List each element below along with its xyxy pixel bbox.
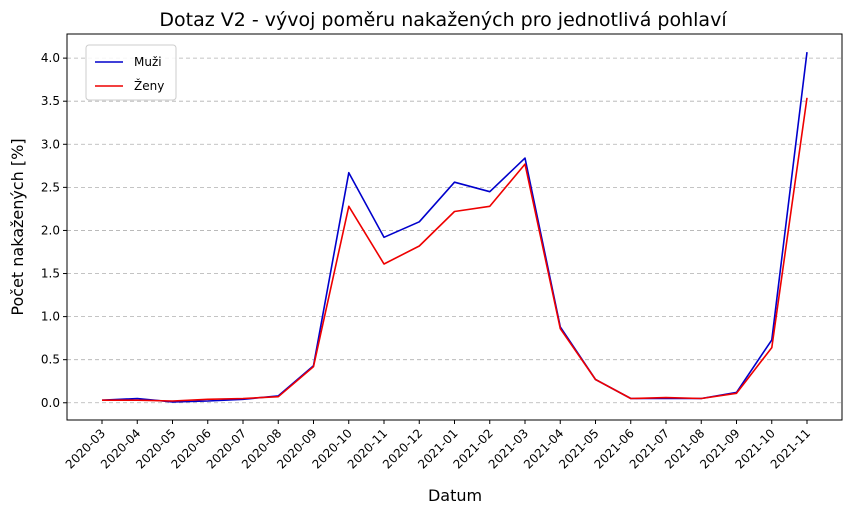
x-axis-title: Datum — [428, 486, 482, 505]
legend: Muži Ženy — [85, 44, 177, 101]
series-line-muzi — [101, 52, 808, 403]
y-tick-label: 2.5 — [41, 180, 60, 194]
y-tick-label: 3.0 — [41, 137, 60, 151]
x-axis-ticks: 2020-032020-042020-052020-062020-072020-… — [63, 420, 813, 472]
y-axis-title: Počet nakažených [%] — [8, 138, 27, 315]
legend-label-muzi: Muži — [134, 55, 162, 69]
y-tick-label: 4.0 — [41, 51, 60, 65]
grid-lines — [67, 57, 842, 404]
chart-title: Dotaz V2 - vývoj poměru nakažených pro j… — [159, 9, 727, 31]
y-tick-label: 3.5 — [41, 94, 60, 108]
y-axis-ticks: 0.0 0.5 1.0 1.5 2.0 2.5 3.0 3.5 4.0 — [41, 51, 67, 410]
y-tick-label: 0.5 — [41, 353, 60, 367]
plot-frame — [66, 33, 843, 421]
series-lines — [101, 52, 808, 403]
series-line-zeny — [102, 97, 808, 402]
y-tick-label: 0.0 — [41, 396, 60, 410]
y-tick-label: 1.5 — [41, 267, 60, 281]
y-tick-label: 2.0 — [41, 223, 60, 237]
y-tick-label: 1.0 — [41, 310, 60, 324]
legend-label-zeny: Ženy — [134, 78, 164, 93]
